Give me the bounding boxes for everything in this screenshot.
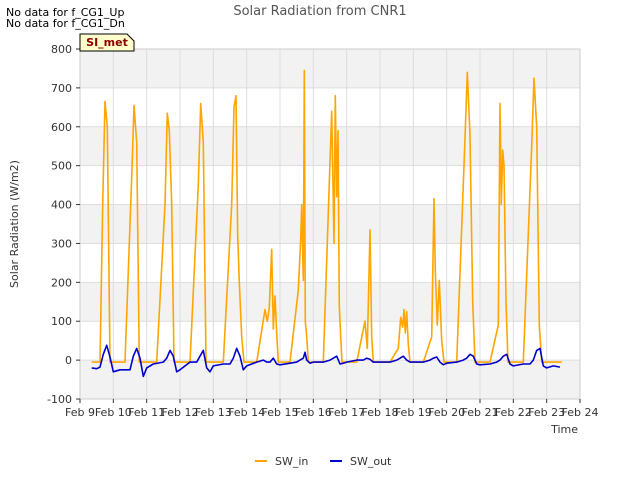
x-tick-label: Feb 15 — [262, 406, 299, 419]
x-tick-label: Feb 19 — [395, 406, 432, 419]
y-tick-label: 0 — [65, 354, 72, 367]
y-tick-label: 700 — [51, 82, 72, 95]
plot-bands — [80, 49, 580, 399]
series-line-sw-in — [91, 69, 562, 363]
x-tick-label: Feb 21 — [462, 406, 499, 419]
x-tick-label: Feb 10 — [95, 406, 132, 419]
plot-frame — [79, 48, 581, 400]
y-tick-label: 100 — [51, 315, 72, 328]
y-tick-label: 600 — [51, 121, 72, 134]
series-line-sw-out — [91, 344, 561, 378]
x-tick-label: Feb 14 — [228, 406, 265, 419]
x-tick-label: Feb 17 — [328, 406, 365, 419]
x-axis-label: Time — [550, 423, 578, 436]
x-tick-label: Feb 11 — [128, 406, 165, 419]
x-tick-label: Feb 22 — [495, 406, 532, 419]
y-tick-label: 300 — [51, 237, 72, 250]
legend-label: SW_in — [275, 455, 308, 468]
site-badge-label: SI_met — [86, 36, 128, 49]
y-tick-label: 200 — [51, 276, 72, 289]
y-axis-label: Solar Radiation (W/m2) — [8, 160, 21, 288]
x-tick-label: Feb 16 — [295, 406, 332, 419]
site-badge: SI_met — [79, 33, 135, 52]
x-tick-label: Feb 12 — [162, 406, 199, 419]
plot-band — [80, 282, 580, 322]
x-tick-label: Feb 23 — [528, 406, 565, 419]
no-data-note-up: No data for f_CG1_Up — [6, 6, 125, 19]
no-data-note-dn: No data for f_CG1_Dn — [6, 17, 125, 30]
x-tick-label: Feb 24 — [562, 406, 599, 419]
plot-band — [80, 49, 580, 88]
y-tick-label: 400 — [51, 199, 72, 212]
legend: SW_in SW_out — [255, 455, 392, 468]
series-layer — [91, 69, 562, 378]
chart-title: Solar Radiation from CNR1 — [233, 4, 406, 19]
plot-band — [80, 360, 580, 399]
y-tick-label: 800 — [51, 43, 72, 56]
x-tick-label: Feb 13 — [195, 406, 232, 419]
y-tick-label: 500 — [51, 160, 72, 173]
x-tick-label: Feb 18 — [362, 406, 399, 419]
x-tick-label: Feb 20 — [428, 406, 465, 419]
y-tick-labels: -100 0 100 200 300 400 500 600 700 800 — [47, 43, 80, 406]
y-tick-label: -100 — [47, 393, 72, 406]
legend-label: SW_out — [350, 455, 392, 468]
x-tick-label: Feb 9 — [65, 406, 95, 419]
